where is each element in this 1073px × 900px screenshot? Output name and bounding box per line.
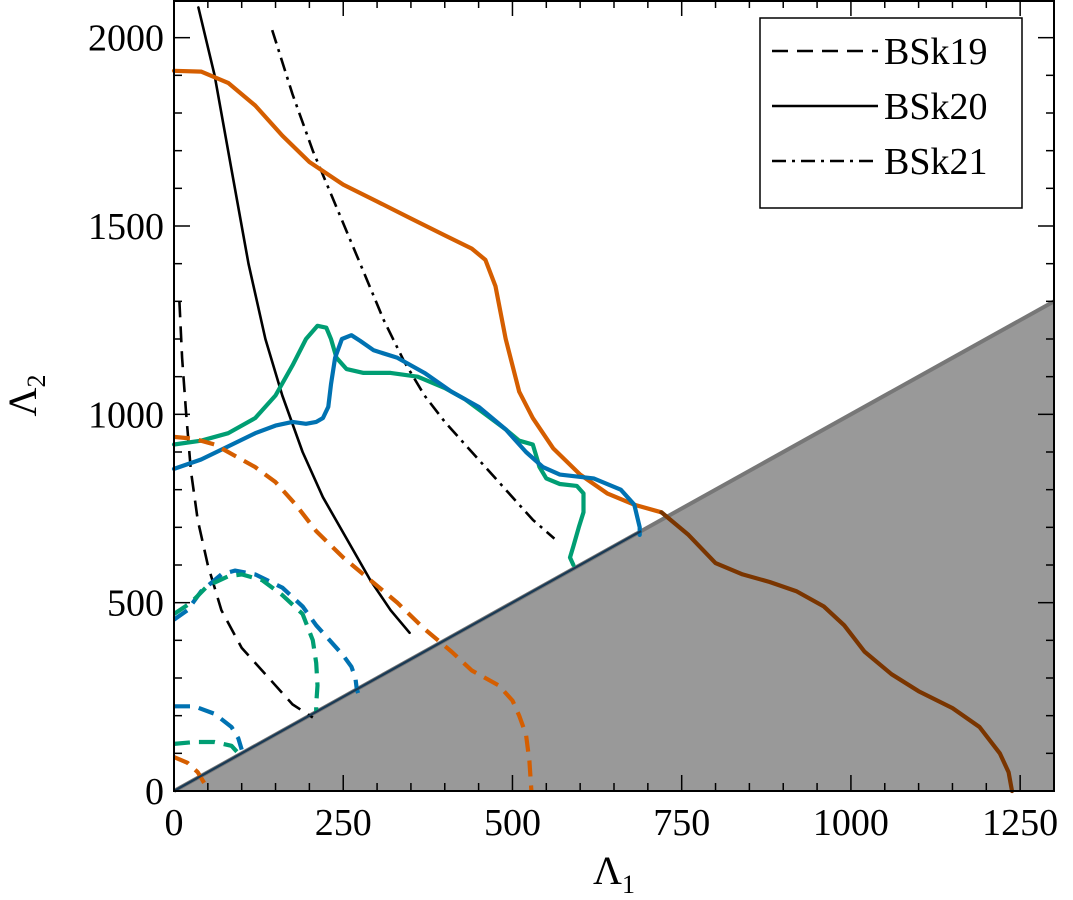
- y-tick-label: 500: [107, 583, 164, 625]
- series-line-1: [197, 6, 411, 635]
- y-tick-label: 1500: [88, 206, 164, 248]
- y-axis-ticks: [174, 0, 1054, 792]
- series-line-4: [659, 510, 1015, 794]
- x-tick-label: 250: [315, 802, 372, 844]
- legend-label-BSk21: BSk21: [884, 141, 987, 183]
- y-axis-label: Λ2: [0, 374, 51, 416]
- y-axis-label-subscript: 2: [22, 374, 51, 387]
- x-tick-label: 750: [653, 802, 710, 844]
- legend-box: [759, 17, 1023, 209]
- x-axis-label: Λ1: [593, 848, 635, 899]
- x-tick-label: 1000: [813, 802, 889, 844]
- y-axis-label-main: Λ: [0, 387, 45, 416]
- x-axis-tick-labels: 0 250 500 750 1000 1250: [165, 802, 1059, 844]
- series-line-8: [172, 568, 361, 694]
- series-line-3: [171, 68, 664, 515]
- boundary-line: [173, 530, 642, 792]
- axis-layer: 0 250 500 750 1000 1250 0 500 1000 1500 2000: [88, 0, 1058, 844]
- series-line-12: [173, 755, 209, 792]
- legend-label-BSk20: BSk20: [884, 86, 987, 128]
- x-tick-label: 0: [165, 802, 184, 844]
- x-axis-label-main: Λ: [593, 848, 622, 893]
- legend-label-BSk19: BSk19: [884, 31, 987, 73]
- series-line-2: [270, 29, 556, 540]
- x-axis-ticks: [173, 0, 1055, 791]
- x-tick-label: 500: [484, 802, 541, 844]
- y-axis-tick-labels: 0 500 1000 1500 2000: [88, 18, 164, 813]
- legend-items: BSk19 BSk20 BSk21: [772, 31, 987, 183]
- legend: BSk19 BSk20 BSk21: [759, 17, 1023, 209]
- x-tick-label: 1250: [982, 802, 1058, 844]
- series-line-10: [174, 704, 244, 751]
- series-line-7: [173, 434, 534, 792]
- series-line-0: [178, 301, 314, 719]
- series-line-11: [173, 739, 240, 755]
- y-tick-label: 1000: [88, 394, 164, 436]
- y-tick-label: 0: [145, 771, 164, 813]
- series-line-6: [171, 333, 642, 537]
- series-layer: [171, 6, 1015, 794]
- y-tick-label: 2000: [88, 18, 164, 60]
- x-axis-label-subscript: 1: [622, 870, 635, 899]
- series-line-9: [172, 572, 320, 712]
